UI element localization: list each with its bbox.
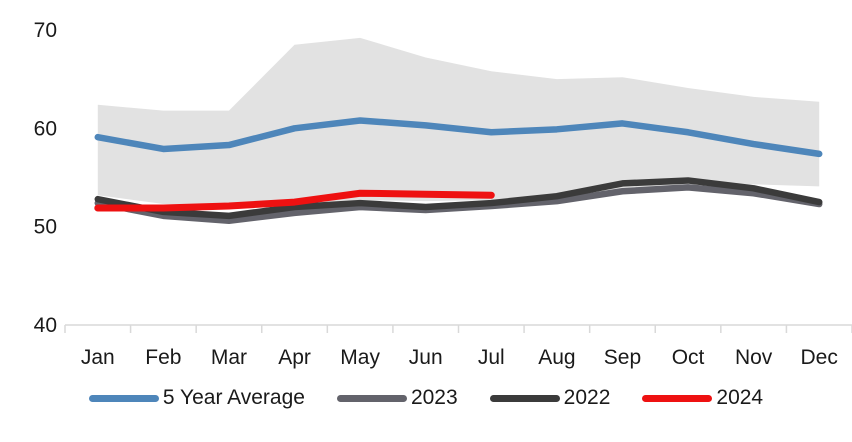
x-axis-label-jan: Jan <box>81 346 115 369</box>
x-axis-label-oct: Oct <box>672 346 705 369</box>
range-band <box>97 37 820 207</box>
y-axis-label-60: 60 <box>34 117 57 140</box>
x-axis-label-feb: Feb <box>145 346 181 369</box>
x-axis-label-jul: Jul <box>478 346 505 369</box>
series-line-2022 <box>94 177 823 220</box>
series-line-2024 <box>94 189 495 212</box>
legend-label-2022: 2022 <box>563 386 611 409</box>
x-axis-label-nov: Nov <box>735 346 773 369</box>
legend-swatch-5-year-average <box>88 394 159 402</box>
x-axis-label-jun: Jun <box>409 346 443 369</box>
legend: 5 Year Average 2023 2022 2024 <box>0 384 852 412</box>
legend-label-2024: 2024 <box>716 386 764 409</box>
legend-swatch-2024 <box>642 394 713 402</box>
x-axis-label-apr: Apr <box>278 346 311 369</box>
x-axis-label-dec: Dec <box>801 346 838 369</box>
legend-item-2022: 2022 <box>489 386 611 410</box>
x-axis-label-mar: Mar <box>211 346 247 369</box>
legend-swatch-2023 <box>336 394 407 402</box>
series-line-5-year-average <box>94 117 823 158</box>
legend-item-2023: 2023 <box>336 386 458 410</box>
legend-item-5-year-average: 5 Year Average <box>88 386 305 410</box>
legend-swatch-2022 <box>489 394 560 402</box>
x-axis-label-may: May <box>340 346 380 369</box>
legend-label-5-year-average: 5 Year Average <box>162 386 305 409</box>
x-axis-label-aug: Aug <box>538 346 575 369</box>
x-axis-label-sep: Sep <box>604 346 641 369</box>
legend-item-2024: 2024 <box>642 386 763 410</box>
legend-label-2023: 2023 <box>410 386 458 409</box>
y-axis-label-40: 40 <box>34 314 57 337</box>
y-axis-label-70: 70 <box>34 19 57 42</box>
y-axis-label-50: 50 <box>34 216 57 239</box>
